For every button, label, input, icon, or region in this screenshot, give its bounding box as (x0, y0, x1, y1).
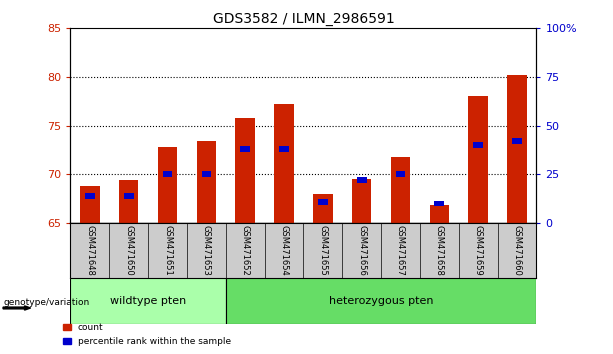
Bar (507, 75, 527, 223)
Text: GSM471658: GSM471658 (435, 225, 444, 275)
Text: heterozygous pten: heterozygous pten (329, 296, 433, 306)
Bar (279, 146, 289, 152)
Bar (275, 104, 294, 223)
Text: GSM471653: GSM471653 (202, 225, 211, 275)
Text: wildtype pten: wildtype pten (110, 296, 186, 306)
Legend: count, percentile rank within the sample: count, percentile rank within the sample (59, 320, 235, 349)
Bar (80, 186, 99, 223)
Bar (70, 278, 226, 324)
Bar (473, 142, 483, 148)
Bar (357, 177, 367, 183)
Title: GDS3582 / ILMN_2986591: GDS3582 / ILMN_2986591 (213, 12, 394, 26)
Bar (240, 146, 250, 152)
Text: GSM471654: GSM471654 (280, 225, 289, 275)
Text: GSM471652: GSM471652 (241, 225, 249, 275)
Text: GSM471656: GSM471656 (357, 225, 366, 275)
Bar (435, 201, 444, 206)
Bar (318, 199, 328, 205)
Bar (352, 179, 371, 223)
Bar (395, 171, 405, 177)
Bar (197, 141, 216, 223)
Bar (468, 96, 488, 223)
Text: GSM471651: GSM471651 (163, 225, 172, 275)
Text: GSM471659: GSM471659 (474, 225, 482, 275)
Bar (235, 118, 255, 223)
Bar (313, 194, 333, 223)
Bar (124, 193, 134, 199)
Bar (162, 171, 172, 177)
Bar (391, 157, 410, 223)
Text: GSM471657: GSM471657 (396, 225, 405, 275)
Bar (85, 193, 95, 199)
Text: GSM471648: GSM471648 (85, 225, 94, 275)
Text: GSM471650: GSM471650 (124, 225, 133, 275)
Text: GSM471655: GSM471655 (318, 225, 327, 275)
Text: genotype/variation: genotype/variation (3, 298, 89, 307)
Text: GSM471660: GSM471660 (512, 225, 522, 275)
Bar (119, 180, 139, 223)
Bar (158, 147, 177, 223)
Bar (226, 278, 536, 324)
Bar (512, 138, 522, 144)
Bar (202, 171, 211, 177)
Bar (430, 205, 449, 223)
